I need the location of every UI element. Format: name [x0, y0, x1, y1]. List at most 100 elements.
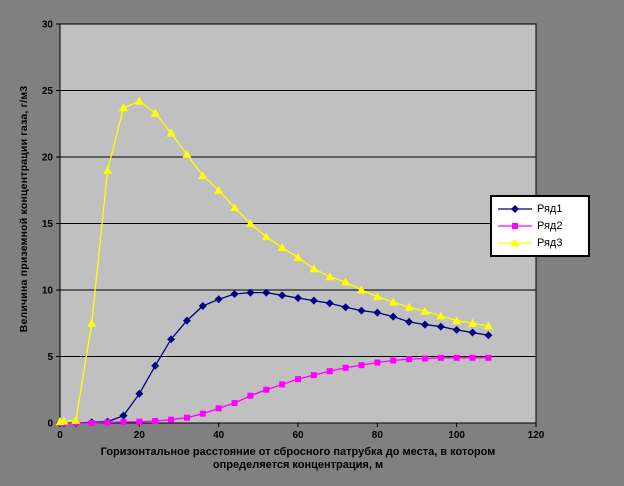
marker-diamond: [420, 320, 429, 329]
marker-square: [326, 368, 333, 375]
y-axis-title: Величина приземной концентрации газа, г/…: [18, 85, 30, 333]
marker-diamond: [436, 322, 445, 331]
marker-diamond: [246, 288, 255, 297]
marker-diamond: [230, 289, 239, 298]
x-tick-label: 40: [213, 430, 225, 441]
x-tick-label: 60: [292, 430, 304, 441]
marker-square: [104, 419, 111, 426]
marker-triangle: [372, 292, 382, 301]
marker-square: [136, 418, 143, 425]
x-tick-label: 120: [528, 430, 545, 441]
x-tick-label: 0: [57, 430, 63, 441]
marker-diamond: [119, 411, 128, 420]
marker-square: [485, 354, 492, 361]
y-tick-label: 10: [42, 286, 54, 297]
legend-label-3: Ряд3: [537, 237, 563, 250]
marker-triangle: [150, 108, 160, 117]
marker-triangle: [325, 272, 335, 281]
marker-triangle: [198, 171, 208, 180]
marker-square: [120, 418, 127, 425]
marker-diamond: [373, 308, 382, 317]
marker-triangle: [388, 297, 398, 306]
marker-square: [88, 420, 95, 426]
legend[interactable]: Ряд1 Ряд2 Ряд3: [490, 195, 590, 257]
x-axis-title: Горизонтальное расстояние от сбросного п…: [18, 446, 578, 472]
marker-square: [295, 376, 301, 383]
x-axis-title-line1: Горизонтальное расстояние от сбросного п…: [100, 446, 496, 458]
marker-diamond: [278, 291, 287, 300]
legend-label-2: Ряд2: [537, 219, 563, 232]
marker-diamond: [484, 331, 493, 340]
marker-square: [152, 418, 159, 425]
marker-square: [231, 400, 238, 407]
marker-diamond: [214, 295, 223, 304]
marker-diamond: [325, 299, 334, 308]
marker-triangle: [103, 165, 113, 174]
marker-square: [358, 362, 365, 369]
marker-diamond: [357, 306, 366, 315]
marker-diamond: [294, 293, 302, 302]
legend-marker-diamond-icon: [498, 204, 532, 213]
marker-square: [279, 381, 286, 388]
marker-square: [247, 392, 254, 399]
x-tick-label: 80: [372, 430, 384, 441]
marker-diamond: [309, 296, 318, 305]
marker-square: [342, 364, 349, 371]
legend-marker-triangle-icon: [498, 238, 532, 247]
marker-square: [437, 354, 444, 361]
marker-triangle: [166, 128, 176, 137]
marker-diamond: [167, 335, 176, 344]
marker-diamond: [198, 301, 207, 310]
marker-triangle: [230, 203, 240, 212]
marker-diamond: [341, 303, 350, 312]
marker-triangle: [420, 306, 430, 315]
marker-square: [390, 357, 397, 364]
marker-triangle: [182, 149, 192, 158]
legend-item-2[interactable]: Ряд2: [496, 220, 584, 232]
marker-diamond: [405, 317, 414, 326]
marker-triangle: [468, 318, 478, 327]
marker-triangle: [245, 219, 255, 227]
marker-triangle: [293, 252, 303, 261]
legend-item-1[interactable]: Ряд1: [496, 203, 584, 215]
marker-square: [310, 372, 317, 379]
marker-triangle: [309, 264, 319, 273]
x-tick-label: 100: [448, 430, 465, 441]
y-tick-label: 30: [42, 20, 54, 31]
x-axis-title-line2: определяется концентрация, м: [212, 459, 384, 471]
marker-triangle: [452, 316, 462, 325]
series-markers-3: [55, 96, 493, 426]
legend-item-3[interactable]: Ряд3: [496, 237, 584, 249]
y-tick-label: 5: [47, 352, 53, 363]
marker-triangle: [356, 285, 366, 294]
legend-label-1: Ряд1: [537, 202, 563, 215]
marker-square: [183, 414, 190, 421]
marker-square: [453, 354, 460, 361]
marker-square: [199, 410, 206, 417]
marker-triangle: [483, 321, 493, 330]
marker-triangle: [214, 185, 224, 194]
marker-square: [374, 359, 381, 366]
marker-square: [215, 405, 222, 412]
marker-diamond: [452, 325, 461, 334]
x-tick-label: 20: [134, 430, 146, 441]
marker-diamond: [151, 361, 160, 370]
y-tick-label: 20: [42, 153, 54, 164]
marker-triangle: [134, 96, 144, 105]
y-tick-label: 0: [47, 419, 53, 430]
marker-diamond: [135, 389, 144, 398]
marker-triangle: [87, 318, 97, 327]
marker-triangle: [71, 415, 81, 424]
marker-square: [469, 354, 476, 361]
marker-diamond: [389, 312, 398, 321]
legend-marker-square-icon: [498, 222, 532, 229]
marker-square: [406, 356, 413, 363]
y-tick-label: 15: [42, 219, 54, 230]
marker-triangle: [404, 302, 414, 311]
y-tick-label: 25: [42, 86, 54, 97]
marker-diamond: [262, 288, 271, 297]
marker-square: [421, 355, 428, 362]
series-markers-2: [57, 354, 492, 426]
marker-diamond: [182, 316, 191, 325]
